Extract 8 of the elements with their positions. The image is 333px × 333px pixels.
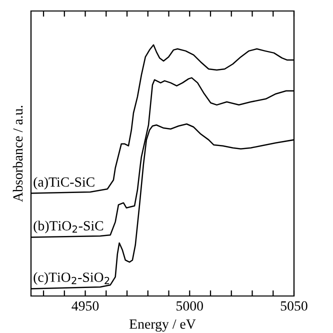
x-tick-label: 5000: [176, 301, 203, 311]
x-tick-label: 4950: [72, 301, 99, 311]
y-axis-title: Absorbance / a.u.: [12, 106, 23, 202]
series-label: (a)TiC-SiC: [34, 176, 94, 190]
series-label: (c)TiO$_{2}$-SiO$_{2}$: [34, 272, 110, 285]
series-label: (b)TiO$_{2}$-SiC: [34, 220, 104, 234]
x-tick-label: 5050: [280, 301, 308, 311]
x-axis-title: Energy / eV: [129, 319, 196, 332]
